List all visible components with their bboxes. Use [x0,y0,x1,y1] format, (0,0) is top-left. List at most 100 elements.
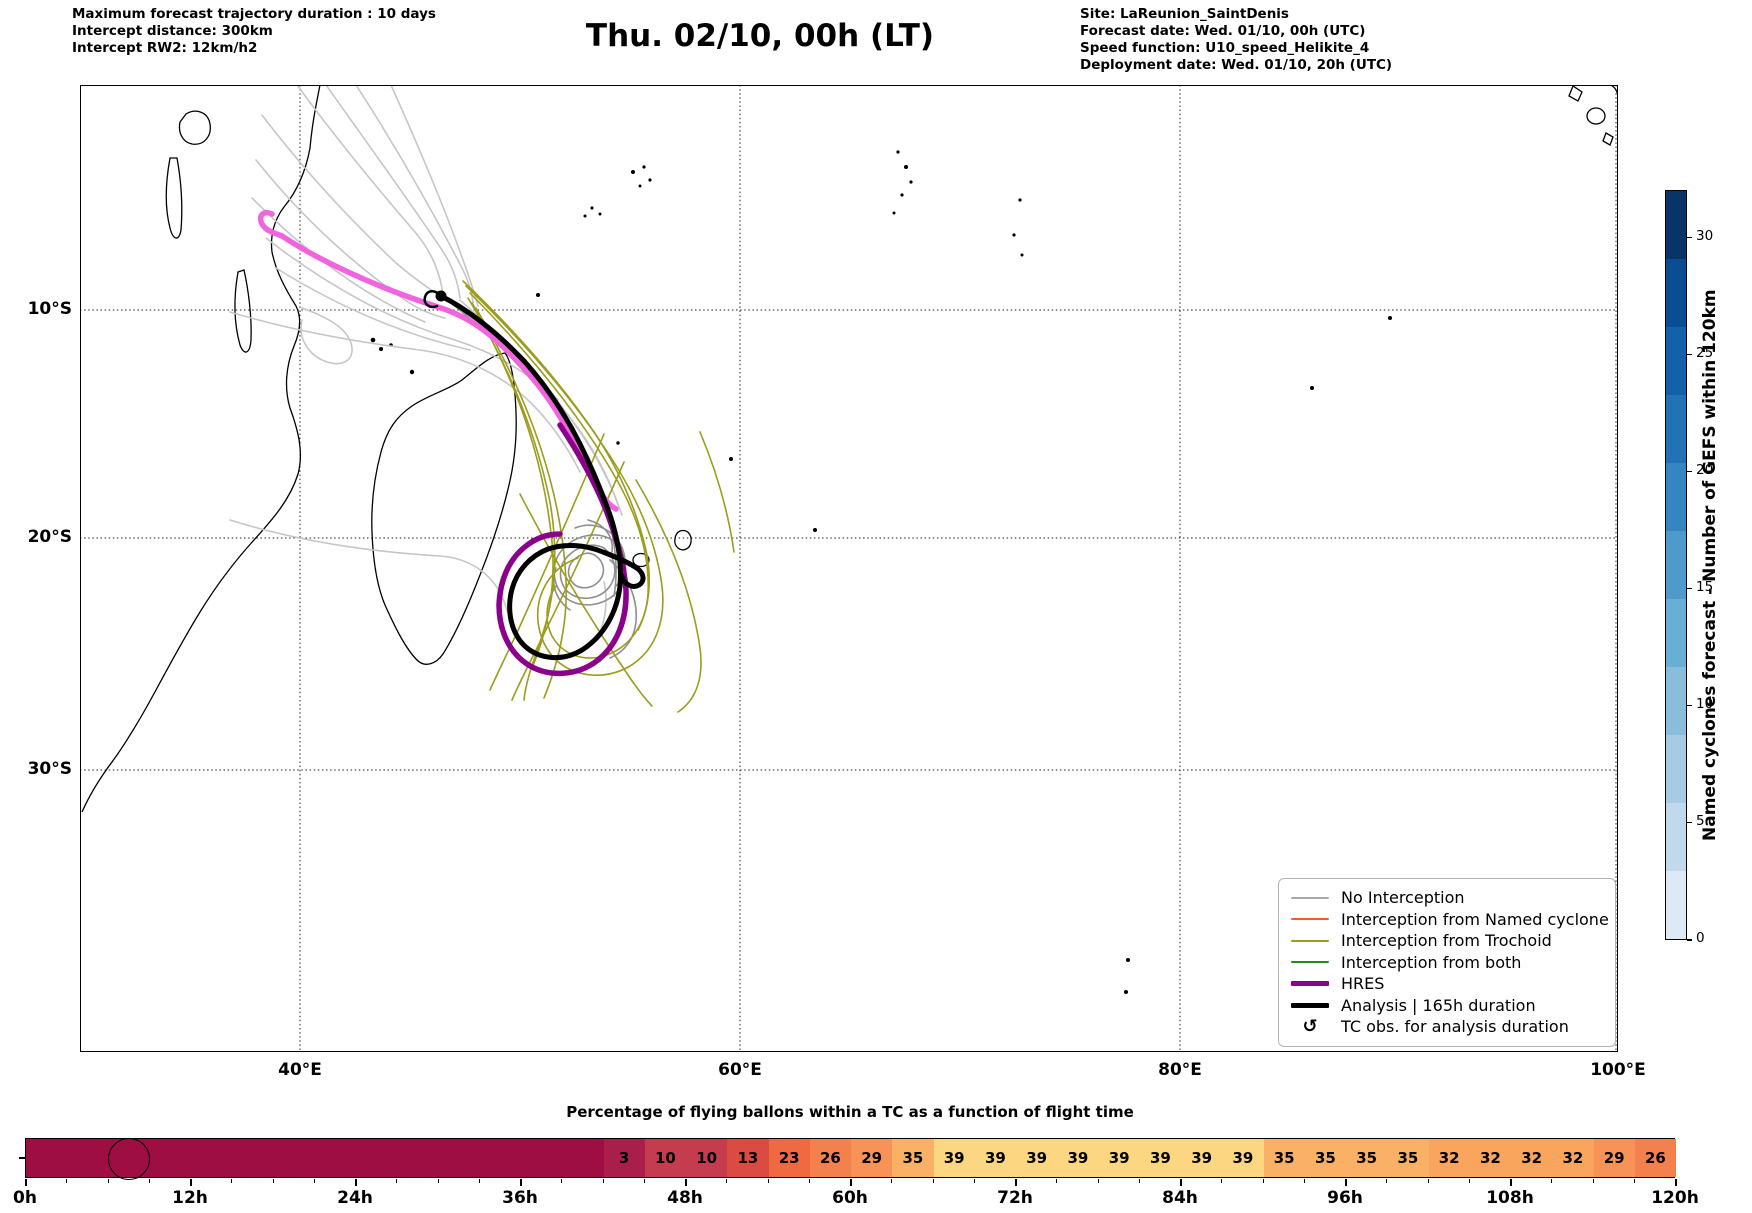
legend-line-swatch [1291,918,1329,921]
header-right-block: Site: LaReunion_SaintDenis Forecast date:… [1080,6,1392,74]
time-major-tick [25,1179,27,1186]
colorbar-segment [1666,463,1686,531]
bar-cell: 39 [1222,1139,1264,1177]
legend-line-swatch [1291,939,1329,942]
time-minor-tick [602,1179,604,1183]
colorbar-tick-mark [1687,821,1692,824]
time-minor-tick [66,1179,68,1183]
bar-cell: 35 [892,1139,934,1177]
map-legend: No Interception Interception from Named c… [1278,878,1616,1047]
colorbar-segment [1666,531,1686,599]
legend-line-swatch [1291,961,1329,964]
legend-item-label: Analysis | 165h duration [1341,995,1536,1015]
colorbar [1665,190,1687,940]
legend-item-label: Interception from both [1341,952,1522,972]
time-minor-tick [1097,1179,1099,1183]
colorbar-segment [1666,803,1686,871]
bar-cell: 35 [1387,1139,1429,1177]
time-tick-label: 84h [1162,1188,1198,1208]
header-right-line: Deployment date: Wed. 01/10, 20h (UTC) [1080,57,1393,73]
time-minor-tick [767,1179,769,1183]
time-minor-tick [891,1179,893,1183]
time-tick-label: 48h [667,1188,703,1208]
bar-cell: 39 [1057,1139,1099,1177]
colorbar-segment [1666,871,1686,939]
header-left-line: Maximum forecast trajectory duration : 1… [72,6,436,22]
legend-line [1291,1002,1329,1008]
lat-tick-label: 20°S [27,527,72,547]
time-minor-tick [1551,1179,1553,1183]
time-minor-tick [561,1179,563,1183]
time-minor-tick [1468,1179,1470,1183]
bar-cell: 3 [603,1139,645,1177]
time-minor-tick [313,1179,315,1183]
bar-cell: 39 [1181,1139,1223,1177]
bar-cell: 32 [1511,1139,1553,1177]
tc-obs-marker-icon: ↺ [1291,1015,1329,1037]
colorbar-segment [1666,667,1686,735]
bar-cell: 35 [1263,1139,1305,1177]
bar-cell: 13 [727,1139,769,1177]
legend-item: ↺ TC obs. for analysis duration [1291,1016,1605,1038]
colorbar-tick-label: 20 [1696,461,1714,478]
time-minor-tick [478,1179,480,1183]
bar-cell: 29 [851,1139,893,1177]
rotation-arrow-icon: ↺ [1302,1015,1318,1037]
time-minor-tick [148,1179,150,1183]
bar-cell: 35 [1346,1139,1388,1177]
header-left-line: Intercept distance: 300km [72,23,273,39]
time-major-tick [355,1179,357,1186]
time-major-tick [1510,1179,1512,1186]
bar-y-tick [19,1157,25,1159]
time-minor-tick [1303,1179,1305,1183]
legend-line [1291,981,1329,987]
time-tick-label: 12h [172,1188,208,1208]
time-tick-label: 72h [997,1188,1033,1208]
time-tick-label: 120h [1651,1188,1699,1208]
bar-cell: 10 [644,1139,686,1177]
legend-line [1291,896,1329,899]
colorbar-segment [1666,599,1686,667]
time-minor-tick [973,1179,975,1183]
bar-cell: 39 [1139,1139,1181,1177]
time-major-tick [1015,1179,1017,1186]
lon-tick-label: 80°E [1158,1060,1202,1080]
deployment-circle-marker [108,1138,151,1180]
colorbar-tick-label: 5 [1696,812,1705,829]
flight-time-bar: 3 10 10 13 23 26 29 35 39 39 39 39 39 39 39 39 35 35 35 35 3… [25,1138,1676,1178]
legend-line [1291,961,1329,964]
legend-item: HRES [1291,973,1605,995]
header-left-line: Intercept RW2: 12km/h2 [72,40,258,56]
time-minor-tick [1386,1179,1388,1183]
time-major-tick [850,1179,852,1186]
legend-item-label: Interception from Trochoid [1341,931,1552,951]
time-minor-tick [396,1179,398,1183]
legend-line-swatch [1291,981,1329,987]
colorbar-tick-label: 25 [1696,344,1714,361]
time-minor-tick [1262,1179,1264,1183]
bar-cell: 39 [1098,1139,1140,1177]
time-major-tick [190,1179,192,1186]
time-tick-label: 96h [1327,1188,1363,1208]
bar-cell: 39 [1016,1139,1058,1177]
time-minor-tick [1221,1179,1223,1183]
bar-cell: 32 [1552,1139,1594,1177]
time-tick-label: 24h [337,1188,373,1208]
time-tick-label: 0h [13,1188,37,1208]
time-minor-tick [726,1179,728,1183]
colorbar-tick-mark [1687,939,1692,941]
lon-tick-label: 100°E [1590,1060,1646,1080]
header-left-block: Maximum forecast trajectory duration : 1… [72,6,436,57]
lon-tick-label: 40°E [278,1060,322,1080]
time-major-tick [1345,1179,1347,1186]
colorbar-tick-label: 0 [1696,930,1705,946]
bottom-bar-title: Percentage of flying ballons within a TC… [566,1103,1134,1121]
legend-item: Analysis | 165h duration [1291,995,1605,1017]
colorbar-tick-mark [1687,587,1692,590]
header-right-line: Speed function: U10_speed_Helikite_4 [1080,40,1370,56]
colorbar-tick-mark [1687,470,1692,473]
time-minor-tick [1427,1179,1429,1183]
time-minor-tick [1633,1179,1635,1183]
bar-cell: 29 [1593,1139,1635,1177]
time-major-tick [520,1179,522,1186]
